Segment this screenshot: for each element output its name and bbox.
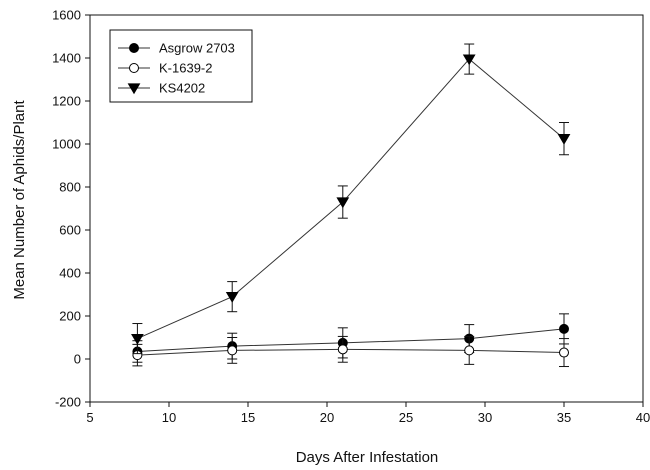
- legend: Asgrow 2703 K-1639-2 KS4202: [109, 29, 253, 103]
- data-point: [559, 323, 569, 334]
- y-tick-label: 800: [59, 180, 81, 195]
- y-tick-label: 200: [59, 309, 81, 324]
- data-point: [336, 197, 350, 209]
- data-point: [557, 134, 571, 145]
- series-line: [137, 348, 565, 356]
- legend-marker: [129, 43, 139, 53]
- series-1: [132, 335, 569, 368]
- legend-marker: [129, 63, 139, 73]
- data-point: [464, 345, 475, 356]
- y-tick-label: 1000: [52, 137, 81, 152]
- x-tick-label: 5: [86, 410, 93, 425]
- x-tick-label: 15: [241, 410, 255, 425]
- x-tick-label: 35: [557, 410, 571, 425]
- y-tick-label: -200: [55, 395, 81, 410]
- y-tick-label: 600: [59, 223, 81, 238]
- data-point: [227, 345, 238, 356]
- y-axis-title: Mean Number of Aphids/Plant: [11, 100, 28, 300]
- y-tick-label: 1600: [52, 8, 81, 23]
- legend-label: Asgrow 2703: [159, 41, 235, 56]
- y-tick-label: 1200: [52, 94, 81, 109]
- x-tick-label: 25: [399, 410, 413, 425]
- plot-area-frame: [89, 14, 644, 403]
- data-point: [131, 333, 144, 345]
- y-tick-label: 400: [59, 266, 81, 281]
- legend-label: KS4202: [159, 81, 205, 96]
- x-tick-label: 20: [320, 410, 334, 425]
- x-tick-label: 10: [162, 410, 176, 425]
- series-2: [131, 43, 571, 355]
- x-axis-title: Days After Infestation: [296, 449, 439, 466]
- series-0: [132, 313, 569, 363]
- series-line: [137, 328, 565, 352]
- x-tick-label: 40: [636, 410, 650, 425]
- data-point: [337, 344, 348, 355]
- y-tick-label: 1400: [52, 51, 81, 66]
- legend-marker: [127, 83, 141, 95]
- y-tick-label: 0: [74, 352, 81, 367]
- data-point: [462, 54, 476, 66]
- data-point: [559, 347, 569, 358]
- legend-label: K-1639-2: [159, 61, 212, 76]
- x-tick-label: 30: [478, 410, 492, 425]
- data-point: [225, 292, 239, 303]
